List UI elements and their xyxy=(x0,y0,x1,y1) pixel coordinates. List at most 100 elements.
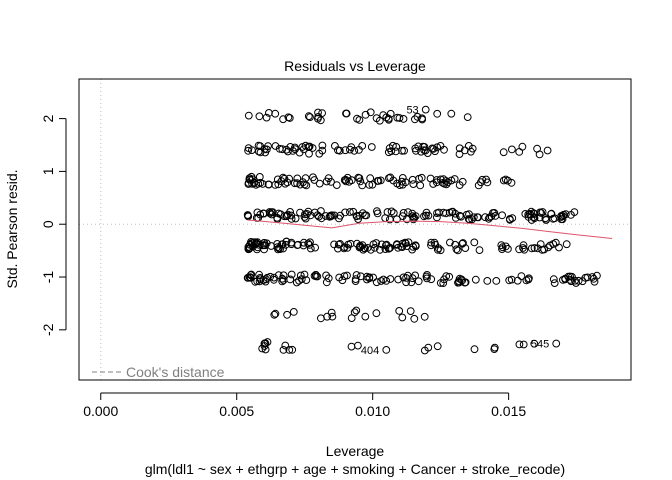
data-point xyxy=(304,112,313,121)
data-point xyxy=(487,212,496,221)
x-axis-label: Leverage xyxy=(326,443,385,459)
data-point xyxy=(315,179,324,188)
data-point xyxy=(399,209,408,217)
data-point xyxy=(423,149,432,158)
data-point xyxy=(416,181,425,190)
data-point xyxy=(436,246,445,255)
data-point xyxy=(252,180,260,189)
data-point xyxy=(550,214,559,223)
data-point xyxy=(490,345,499,354)
data-point xyxy=(505,276,514,285)
data-point xyxy=(373,207,381,216)
data-point xyxy=(243,211,252,219)
data-point xyxy=(285,174,294,183)
chart-title: Residuals vs Leverage xyxy=(284,58,426,74)
data-point xyxy=(527,216,536,224)
data-point xyxy=(549,275,558,284)
y-tick-label: 0 xyxy=(40,220,56,228)
data-point xyxy=(365,273,374,282)
data-point xyxy=(562,240,571,249)
data-point xyxy=(313,272,322,281)
data-point xyxy=(427,238,436,247)
data-point xyxy=(310,176,319,184)
data-point xyxy=(335,146,344,155)
data-point xyxy=(361,312,370,321)
data-point xyxy=(356,177,365,186)
data-point xyxy=(306,113,314,121)
data-point xyxy=(322,278,331,287)
data-point xyxy=(287,238,296,247)
data-point xyxy=(451,240,460,249)
data-point xyxy=(386,275,395,283)
data-point xyxy=(382,241,390,250)
data-point xyxy=(356,241,365,250)
data-point xyxy=(436,279,445,287)
data-point xyxy=(408,212,417,221)
data-point xyxy=(424,343,433,352)
y-axis-label: Std. Pearson resid. xyxy=(4,169,20,288)
data-point xyxy=(301,210,309,219)
data-point xyxy=(474,181,483,190)
plot-frame xyxy=(78,78,632,381)
data-point xyxy=(284,147,292,156)
data-point xyxy=(442,209,450,218)
data-point xyxy=(327,308,336,317)
data-point xyxy=(334,240,343,249)
data-point xyxy=(499,176,508,185)
data-point xyxy=(308,144,317,152)
data-point xyxy=(274,271,283,280)
data-point xyxy=(300,270,309,279)
data-point xyxy=(434,244,443,253)
legend-label: Cook's distance xyxy=(126,364,225,380)
data-point xyxy=(343,271,351,280)
data-point xyxy=(352,306,361,315)
data-point xyxy=(305,143,313,152)
data-point xyxy=(361,244,369,253)
data-point xyxy=(492,277,501,285)
data-point xyxy=(248,146,256,155)
data-point xyxy=(521,210,530,218)
data-point xyxy=(287,215,296,223)
data-point xyxy=(244,111,253,120)
data-point xyxy=(289,308,298,316)
data-point xyxy=(398,243,407,252)
data-point xyxy=(402,278,411,287)
data-point xyxy=(401,178,410,187)
data-point xyxy=(278,277,287,286)
data-point xyxy=(399,115,408,123)
data-point xyxy=(266,272,275,281)
data-point xyxy=(291,143,299,152)
data-point xyxy=(568,272,576,281)
data-point xyxy=(311,270,320,279)
data-point xyxy=(414,142,423,151)
x-tick-label: 0.000 xyxy=(83,403,118,419)
data-point xyxy=(300,180,309,189)
data-point xyxy=(301,214,310,223)
data-point xyxy=(372,278,381,287)
x-tick-label: 0.015 xyxy=(491,403,526,419)
smoother-line xyxy=(247,219,613,239)
data-point xyxy=(306,238,314,247)
data-point xyxy=(541,214,550,223)
point-label: 53 xyxy=(406,105,418,117)
data-point xyxy=(326,211,335,220)
data-point xyxy=(283,310,292,319)
data-point xyxy=(274,209,283,218)
data-point xyxy=(262,145,271,154)
data-point xyxy=(433,109,442,118)
data-point xyxy=(297,275,306,284)
y-tick-label: -1 xyxy=(40,271,56,284)
data-point xyxy=(288,345,297,354)
data-point xyxy=(482,175,491,184)
data-point xyxy=(522,276,531,285)
data-point xyxy=(377,240,386,249)
data-point xyxy=(267,242,276,250)
data-point xyxy=(377,277,386,285)
data-point xyxy=(411,271,420,280)
data-point xyxy=(285,114,294,122)
data-point xyxy=(574,276,583,285)
data-point xyxy=(530,339,539,348)
data-point xyxy=(436,142,445,150)
data-point xyxy=(347,342,356,351)
